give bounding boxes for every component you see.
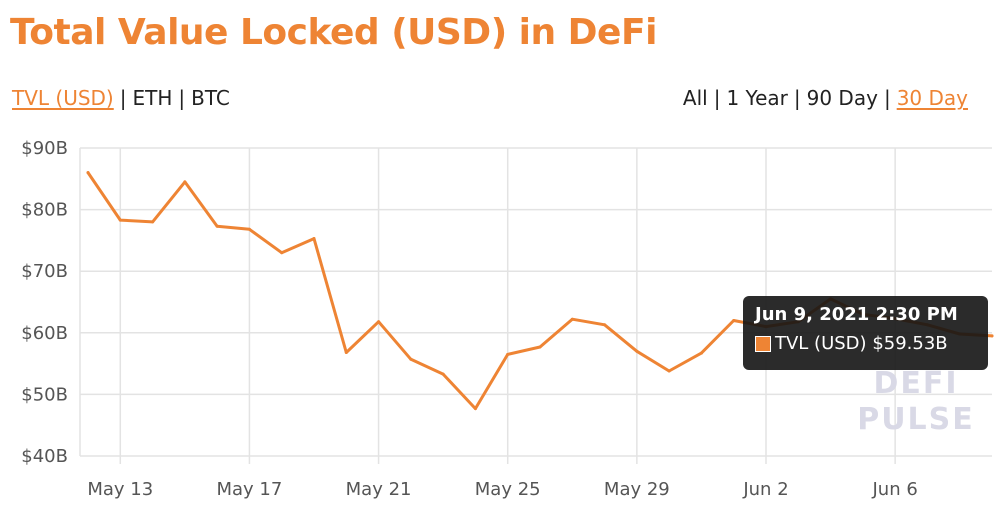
data-point (215, 224, 219, 228)
data-point (732, 318, 736, 322)
separator: | (178, 86, 186, 110)
data-point (441, 372, 445, 376)
data-point (635, 349, 639, 353)
range-option-all[interactable]: All (682, 86, 708, 110)
watermark-line: PULSE (857, 402, 975, 437)
data-point (118, 218, 122, 222)
data-point (473, 407, 477, 411)
data-point (538, 345, 542, 349)
data-point (151, 220, 155, 224)
x-tick-label: Jun 6 (871, 479, 917, 500)
data-point (183, 180, 187, 184)
y-tick-label: $40B (21, 446, 68, 467)
data-point (280, 251, 284, 255)
data-point (570, 317, 574, 321)
data-point (667, 369, 671, 373)
data-point (990, 334, 994, 338)
range-option-1-year[interactable]: 1 Year (726, 86, 788, 110)
data-point (86, 171, 90, 175)
tooltip-series-value: $59.53B (872, 333, 948, 354)
tooltip-date: Jun 9, 2021 2:30 PM (755, 304, 958, 325)
data-point (699, 351, 703, 355)
metric-toggle: TVL (USD) | ETH | BTC (12, 86, 230, 110)
y-tick-label: $60B (21, 323, 68, 344)
metric-option-eth[interactable]: ETH (132, 86, 173, 110)
tooltip-series-swatch (755, 335, 771, 352)
metric-option-btc[interactable]: BTC (191, 86, 230, 110)
separator: | (793, 86, 801, 110)
x-tick-label: May 13 (87, 479, 153, 500)
data-point (506, 352, 510, 356)
x-tick-label: May 25 (475, 479, 541, 500)
watermark-line: DEFI (873, 366, 959, 401)
y-tick-label: $90B (21, 138, 68, 159)
separator: | (883, 86, 891, 110)
chart-grid (79, 147, 992, 464)
chart-tooltip: Jun 9, 2021 2:30 PM TVL (USD) $59.53B (743, 296, 988, 370)
range-option-90-day[interactable]: 90 Day (806, 86, 878, 110)
x-tick-label: May 17 (217, 479, 283, 500)
data-point (312, 237, 316, 241)
y-tick-label: $50B (21, 384, 68, 405)
x-tick-label: May 21 (346, 479, 412, 500)
metric-option-tvl-usd[interactable]: TVL (USD) (12, 86, 114, 110)
separator: | (119, 86, 127, 110)
chart-axes: $40B $50B $60B $70B $80B $90B May 13 May 17 May … (21, 138, 918, 500)
x-tick-label: May 29 (604, 479, 670, 500)
data-point (247, 227, 251, 231)
chart-title: Total Value Locked (USD) in DeFi (10, 12, 657, 53)
tooltip-series-label: TVL (USD) (775, 333, 867, 354)
range-option-30-day[interactable]: 30 Day (896, 86, 968, 110)
x-tick-label: Jun 2 (742, 479, 788, 500)
separator: | (713, 86, 721, 110)
data-point (344, 351, 348, 355)
y-tick-label: $70B (21, 261, 68, 282)
y-tick-label: $80B (21, 200, 68, 221)
data-point (377, 320, 381, 324)
data-point (603, 323, 607, 327)
range-toggle: All | 1 Year | 90 Day | 30 Day (683, 86, 968, 110)
tooltip-series-line: TVL (USD) $59.53B (755, 333, 976, 354)
data-point (409, 357, 413, 361)
defi-pulse-watermark: DEFI PULSE (856, 366, 976, 438)
